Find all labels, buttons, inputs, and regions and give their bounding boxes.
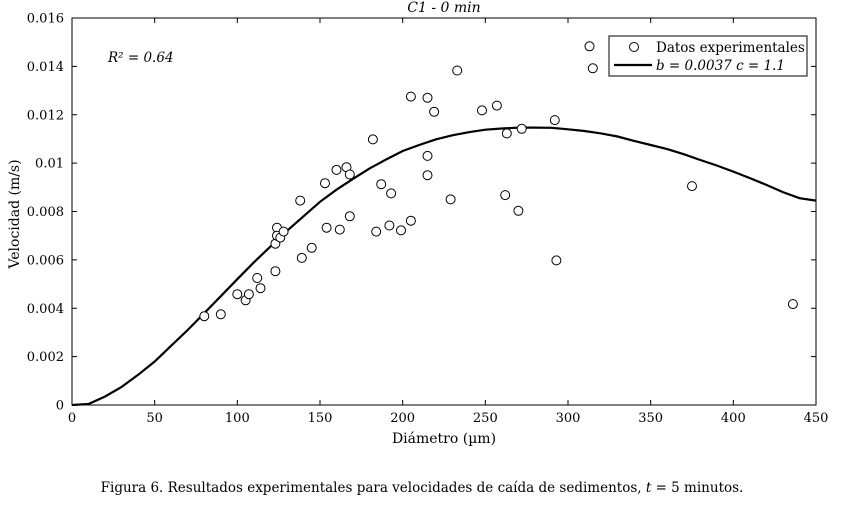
data-point	[516, 123, 527, 134]
legend-box	[608, 35, 808, 77]
data-point	[252, 273, 263, 283]
y-tick-label: 0.014	[27, 60, 64, 75]
data-point	[513, 205, 524, 216]
data-point	[405, 215, 416, 226]
x-tick-label: 200	[390, 411, 415, 426]
figure-caption: Figura 6. Resultados experimentales para…	[0, 480, 844, 496]
data-point	[477, 105, 487, 116]
caption-variable: t	[645, 480, 652, 496]
data-point	[334, 224, 345, 235]
y-tick-label: 0.012	[27, 108, 64, 123]
data-point	[296, 252, 307, 263]
data-point	[278, 226, 289, 237]
data-point	[452, 65, 463, 76]
caption-suffix: = 5 minutos.	[651, 480, 744, 496]
scatter-points	[199, 41, 798, 322]
chart-title: C1 - 0 min	[407, 0, 480, 16]
data-point	[405, 91, 416, 102]
data-point	[344, 169, 355, 180]
x-tick-label: 300	[556, 411, 581, 426]
x-tick-label: 0	[68, 411, 76, 426]
data-point	[199, 311, 210, 322]
data-point	[429, 106, 440, 117]
y-tick-label: 0.002	[27, 350, 64, 365]
data-point	[255, 283, 266, 294]
x-tick-label: 50	[146, 411, 163, 426]
y-tick-label: 0.01	[35, 157, 64, 172]
data-point	[376, 179, 387, 190]
data-point	[215, 309, 226, 320]
data-point	[445, 194, 456, 205]
data-point	[384, 220, 395, 231]
fit-curve	[71, 126, 817, 407]
data-point	[344, 211, 355, 222]
x-axis-label: Diámetro (µm)	[392, 431, 496, 447]
data-point	[270, 266, 281, 277]
data-point	[501, 128, 512, 139]
x-tick-label: 400	[721, 411, 746, 426]
data-point	[422, 150, 433, 161]
x-tick-label: 150	[308, 411, 333, 426]
y-axis-label: Velocidad (m/s)	[7, 159, 23, 269]
fit-line-group	[71, 126, 817, 407]
data-point	[396, 225, 406, 236]
data-point	[422, 92, 433, 103]
data-point	[320, 178, 330, 189]
legend-label-fit: b = 0.0037 c = 1.1	[656, 58, 785, 74]
x-tick-label: 350	[638, 411, 663, 426]
y-tick-label: 0.006	[27, 253, 64, 268]
data-point	[549, 115, 560, 126]
data-point	[306, 242, 317, 253]
caption-prefix: Figura 6. Resultados experimentales para…	[100, 480, 646, 496]
y-tick-label: 0.004	[27, 302, 64, 317]
data-point	[295, 195, 306, 206]
r-squared-annotation: R² = 0.64	[107, 50, 174, 66]
data-point	[422, 170, 433, 181]
legend-marker-circle	[629, 42, 639, 52]
data-point	[386, 188, 397, 199]
data-point	[491, 100, 502, 111]
y-tick-label: 0.008	[27, 205, 64, 220]
data-point	[232, 289, 243, 300]
data-point	[243, 289, 254, 300]
data-point	[321, 222, 332, 233]
data-point	[551, 255, 562, 266]
x-tick-label: 250	[473, 411, 498, 426]
x-tick-label: 100	[225, 411, 250, 426]
legend-label-data: Datos experimentales	[656, 40, 805, 56]
y-tick-label: 0	[56, 399, 64, 414]
data-point	[371, 226, 382, 237]
axis-ticks: 0 50 100 150 200 250 300 350 400 450 0 0.002 0.004 0.…	[27, 12, 829, 427]
data-point	[584, 41, 595, 52]
data-point	[367, 134, 378, 145]
y-tick-label: 0.016	[27, 12, 64, 27]
data-point	[687, 181, 697, 192]
x-tick-label: 450	[804, 411, 829, 426]
data-point	[787, 299, 798, 310]
data-point	[331, 164, 342, 175]
data-point	[587, 63, 598, 74]
legend: Datos experimentales b = 0.0037 c = 1.1	[608, 35, 808, 77]
data-point	[500, 190, 511, 201]
